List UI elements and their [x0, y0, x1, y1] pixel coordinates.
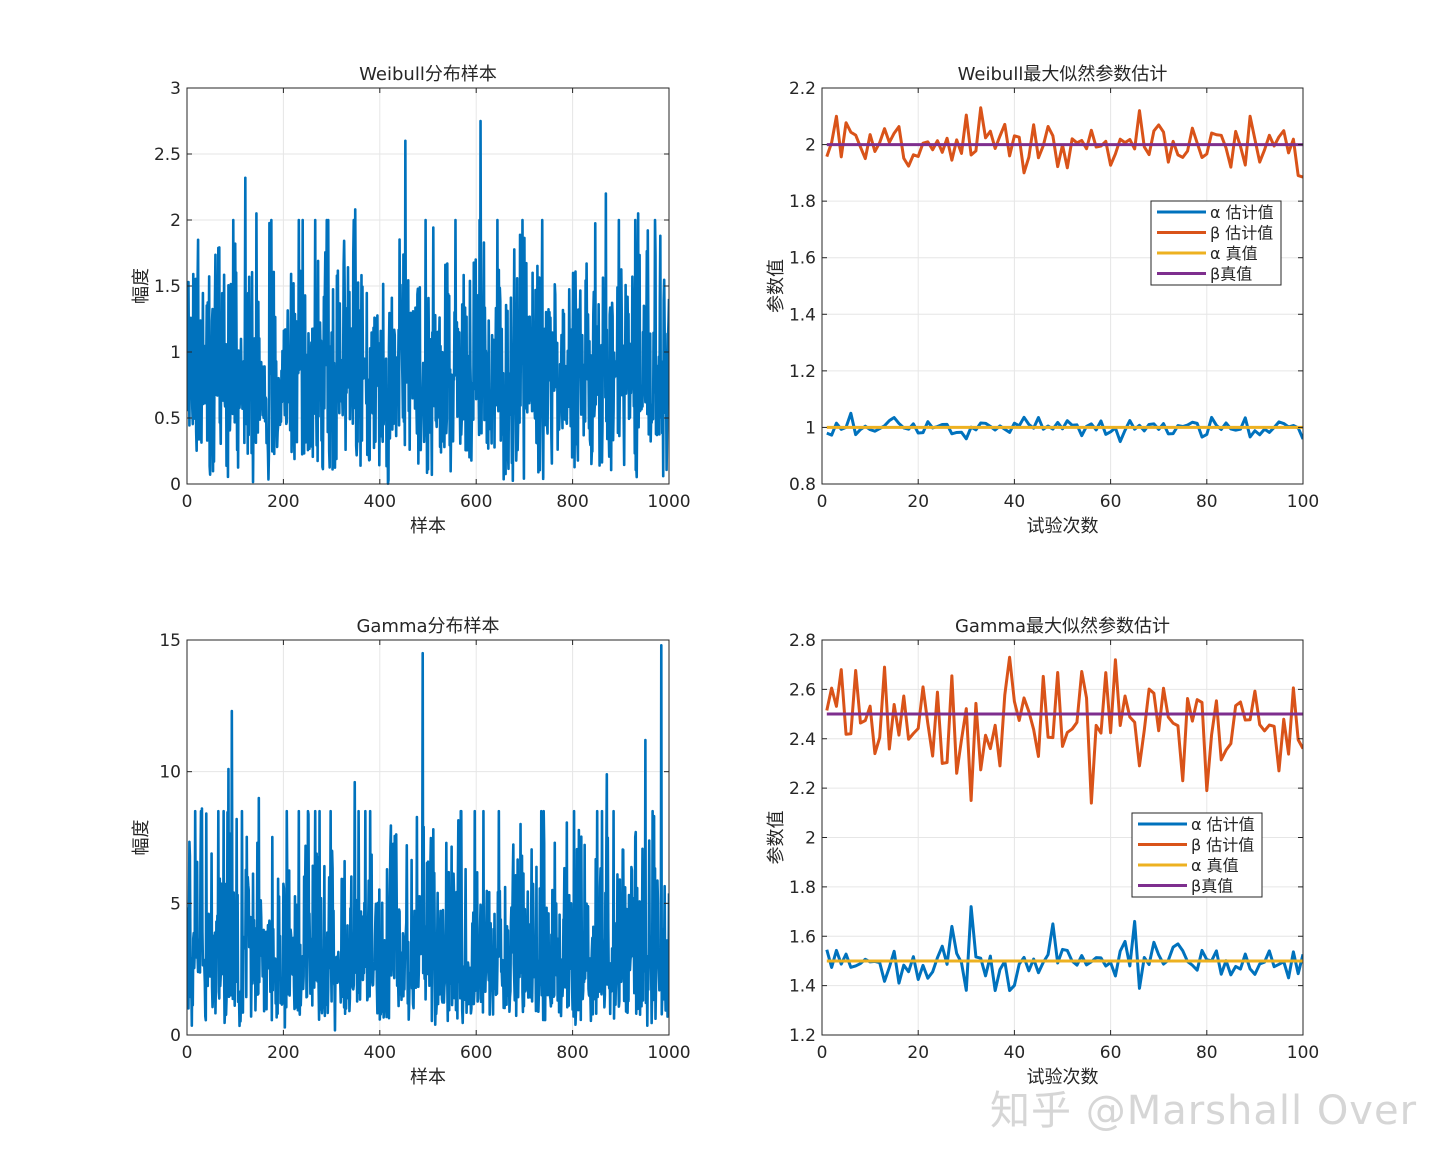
y-tick-label: 2.6	[789, 680, 816, 700]
y-tick-label: 1.8	[789, 878, 816, 898]
y-tick-label: 1.8	[789, 192, 816, 212]
y-axis-label: 幅度	[131, 268, 152, 304]
x-tick-label: 40	[1004, 1043, 1026, 1063]
y-tick-label: 10	[159, 763, 181, 783]
chart-title: Weibull分布样本	[359, 64, 497, 85]
x-tick-label: 20	[907, 492, 929, 512]
y-tick-label: 1.6	[789, 249, 816, 269]
legend-box	[1150, 200, 1282, 286]
y-tick-label: 1.6	[789, 927, 816, 947]
legend-entry: β 估计值	[1210, 224, 1273, 243]
x-tick-label: 20	[907, 1043, 929, 1063]
x-tick-label: 800	[556, 1043, 588, 1063]
axes-box	[186, 639, 670, 1036]
chart-title: Gamma分布样本	[356, 616, 499, 637]
chart-title: Gamma最大似然参数估计	[955, 616, 1170, 637]
x-tick-label: 400	[364, 492, 396, 512]
y-tick-label: 1.5	[154, 277, 181, 297]
series-group	[825, 655, 1303, 993]
x-tick-label: 80	[1196, 492, 1218, 512]
series-group	[187, 119, 669, 485]
watermark: 知乎 @Marshall Over	[990, 1088, 1418, 1134]
legend-entry: β真值	[1191, 877, 1233, 896]
x-tick-label: 100	[1287, 492, 1319, 512]
axes-box	[821, 87, 1304, 485]
x-tick-label: 600	[460, 492, 492, 512]
y-tick-label: 1	[805, 418, 816, 438]
x-tick-label: 100	[1287, 1043, 1319, 1063]
y-tick-label: 2.2	[789, 79, 816, 99]
weibull-mle-chart: 0 20 40 60 80 100 0.8 1 1.2 1.4 1.6 1.8 2 2.2 Weibull最…	[766, 64, 1319, 537]
y-tick-label: 0.8	[789, 475, 816, 495]
x-tick-label: 1000	[647, 1043, 690, 1063]
legend-entry: β 估计值	[1191, 836, 1254, 855]
y-tick-label: 0	[170, 475, 181, 495]
y-tick-label: 1.4	[789, 305, 816, 325]
charts-group: 0 200 400 600 800 100000.511.522.53Weibull分布样…	[131, 64, 1319, 1088]
x-axis-label: 试验次数	[1027, 1067, 1099, 1088]
series-line-Gamma-samples	[187, 643, 669, 1032]
x-tick-label: 60	[1100, 1043, 1122, 1063]
x-axis-label: 样本	[410, 1067, 446, 1088]
series-line-β-估计值	[825, 655, 1303, 805]
y-tick-label: 5	[170, 894, 181, 914]
series-group	[187, 643, 669, 1032]
y-tick-label: 3	[170, 79, 181, 99]
x-tick-label: 60	[1100, 492, 1122, 512]
x-tick-label: 1000	[647, 492, 690, 512]
series-line-β-估计值	[825, 106, 1303, 179]
series-group	[825, 106, 1303, 444]
x-tick-label: 0	[817, 492, 828, 512]
legend-entry: α 估计值	[1191, 815, 1255, 834]
chart-title: Weibull最大似然参数估计	[958, 64, 1168, 85]
x-tick-label: 200	[267, 492, 299, 512]
x-tick-label: 80	[1196, 1043, 1218, 1063]
y-tick-label: 0.5	[154, 409, 181, 429]
legend-box	[1131, 812, 1263, 898]
weibull-samples-chart: 0 200 400 600 800 1000 0 0.5 1 1.5 2 2.5 3 Weibull分布样…	[131, 64, 691, 537]
y-axis-label: 参数值	[766, 259, 787, 313]
y-tick-label: 15	[159, 631, 181, 651]
y-tick-label: 2.5	[154, 145, 181, 165]
y-tick-label: 2.2	[789, 779, 816, 799]
y-tick-label: 1.2	[789, 362, 816, 382]
x-tick-label: 600	[460, 1043, 492, 1063]
series-line-Weibull-samples	[187, 119, 669, 485]
legend-entry: β真值	[1210, 265, 1252, 284]
y-tick-label: 2	[805, 829, 816, 849]
y-tick-label: 2	[805, 136, 816, 156]
x-tick-label: 40	[1004, 492, 1026, 512]
x-tick-label: 200	[267, 1043, 299, 1063]
y-tick-label: 2.4	[789, 730, 816, 750]
y-axis-label: 幅度	[131, 820, 152, 856]
legend-entry: α 真值	[1210, 244, 1258, 263]
legend-entry: α 估计值	[1210, 203, 1274, 222]
x-axis-label: 试验次数	[1027, 516, 1099, 537]
x-tick-label: 800	[556, 492, 588, 512]
y-tick-label: 1	[170, 343, 181, 363]
x-tick-label: 0	[817, 1043, 828, 1063]
y-tick-label: 2	[170, 211, 181, 231]
series-line-α-估计值	[825, 905, 1303, 993]
x-tick-label: 0	[182, 1043, 193, 1063]
y-tick-label: 2.8	[789, 631, 816, 651]
gamma-mle-chart: 0 20 40 60 80 100 1.2 1.4 1.6 1.8 2 2.2 2.4 2.6 2.8 Gam…	[766, 616, 1319, 1088]
y-tick-label: 1.2	[789, 1026, 816, 1046]
y-axis-label: 参数值	[766, 811, 787, 865]
x-tick-label: 0	[182, 492, 193, 512]
x-tick-label: 400	[364, 1043, 396, 1063]
y-tick-label: 0	[170, 1026, 181, 1046]
x-axis-label: 样本	[410, 516, 446, 537]
y-tick-label: 1.4	[789, 977, 816, 997]
legend-entry: α 真值	[1191, 856, 1239, 875]
